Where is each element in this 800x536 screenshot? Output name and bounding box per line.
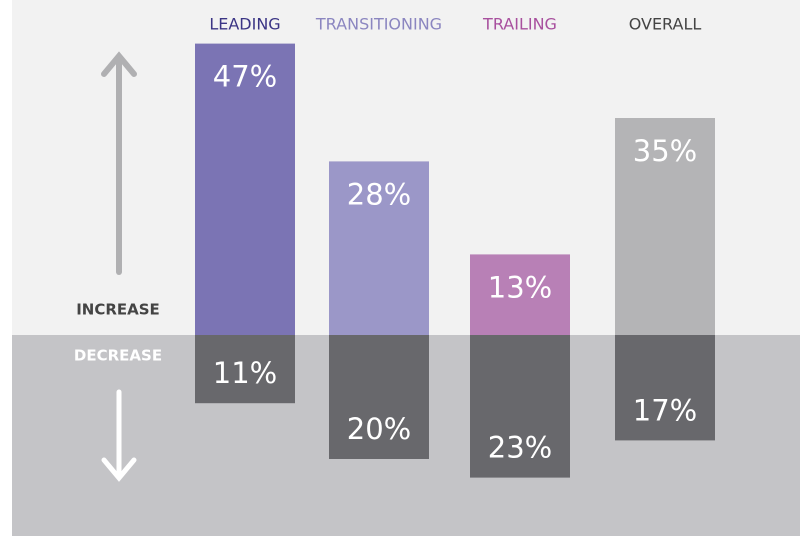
value-label: 35%: [633, 134, 697, 168]
down-arrow: [101, 389, 137, 482]
bar: [615, 335, 715, 441]
value-label: 11%: [213, 356, 277, 390]
bar: [470, 335, 570, 478]
value-label: 17%: [633, 393, 697, 427]
direction-label: DECREASE: [74, 347, 162, 365]
direction-label: INCREASE: [76, 301, 160, 319]
bar: [195, 43, 295, 335]
value-label: 47%: [213, 60, 277, 94]
value-label: 20%: [347, 412, 411, 446]
bar: [329, 161, 429, 335]
category-label: TRANSITIONING: [315, 15, 442, 34]
category-label: LEADING: [209, 15, 280, 34]
bar: [615, 118, 715, 335]
value-label: 23%: [488, 431, 552, 465]
bar: [195, 335, 295, 404]
bar: [470, 254, 570, 335]
category-label: TRAILING: [482, 15, 557, 34]
category-label: OVERALL: [629, 15, 702, 34]
value-label: 28%: [347, 177, 411, 211]
up-arrow: [101, 51, 137, 275]
bar: [329, 335, 429, 459]
value-label: 13%: [488, 270, 552, 304]
